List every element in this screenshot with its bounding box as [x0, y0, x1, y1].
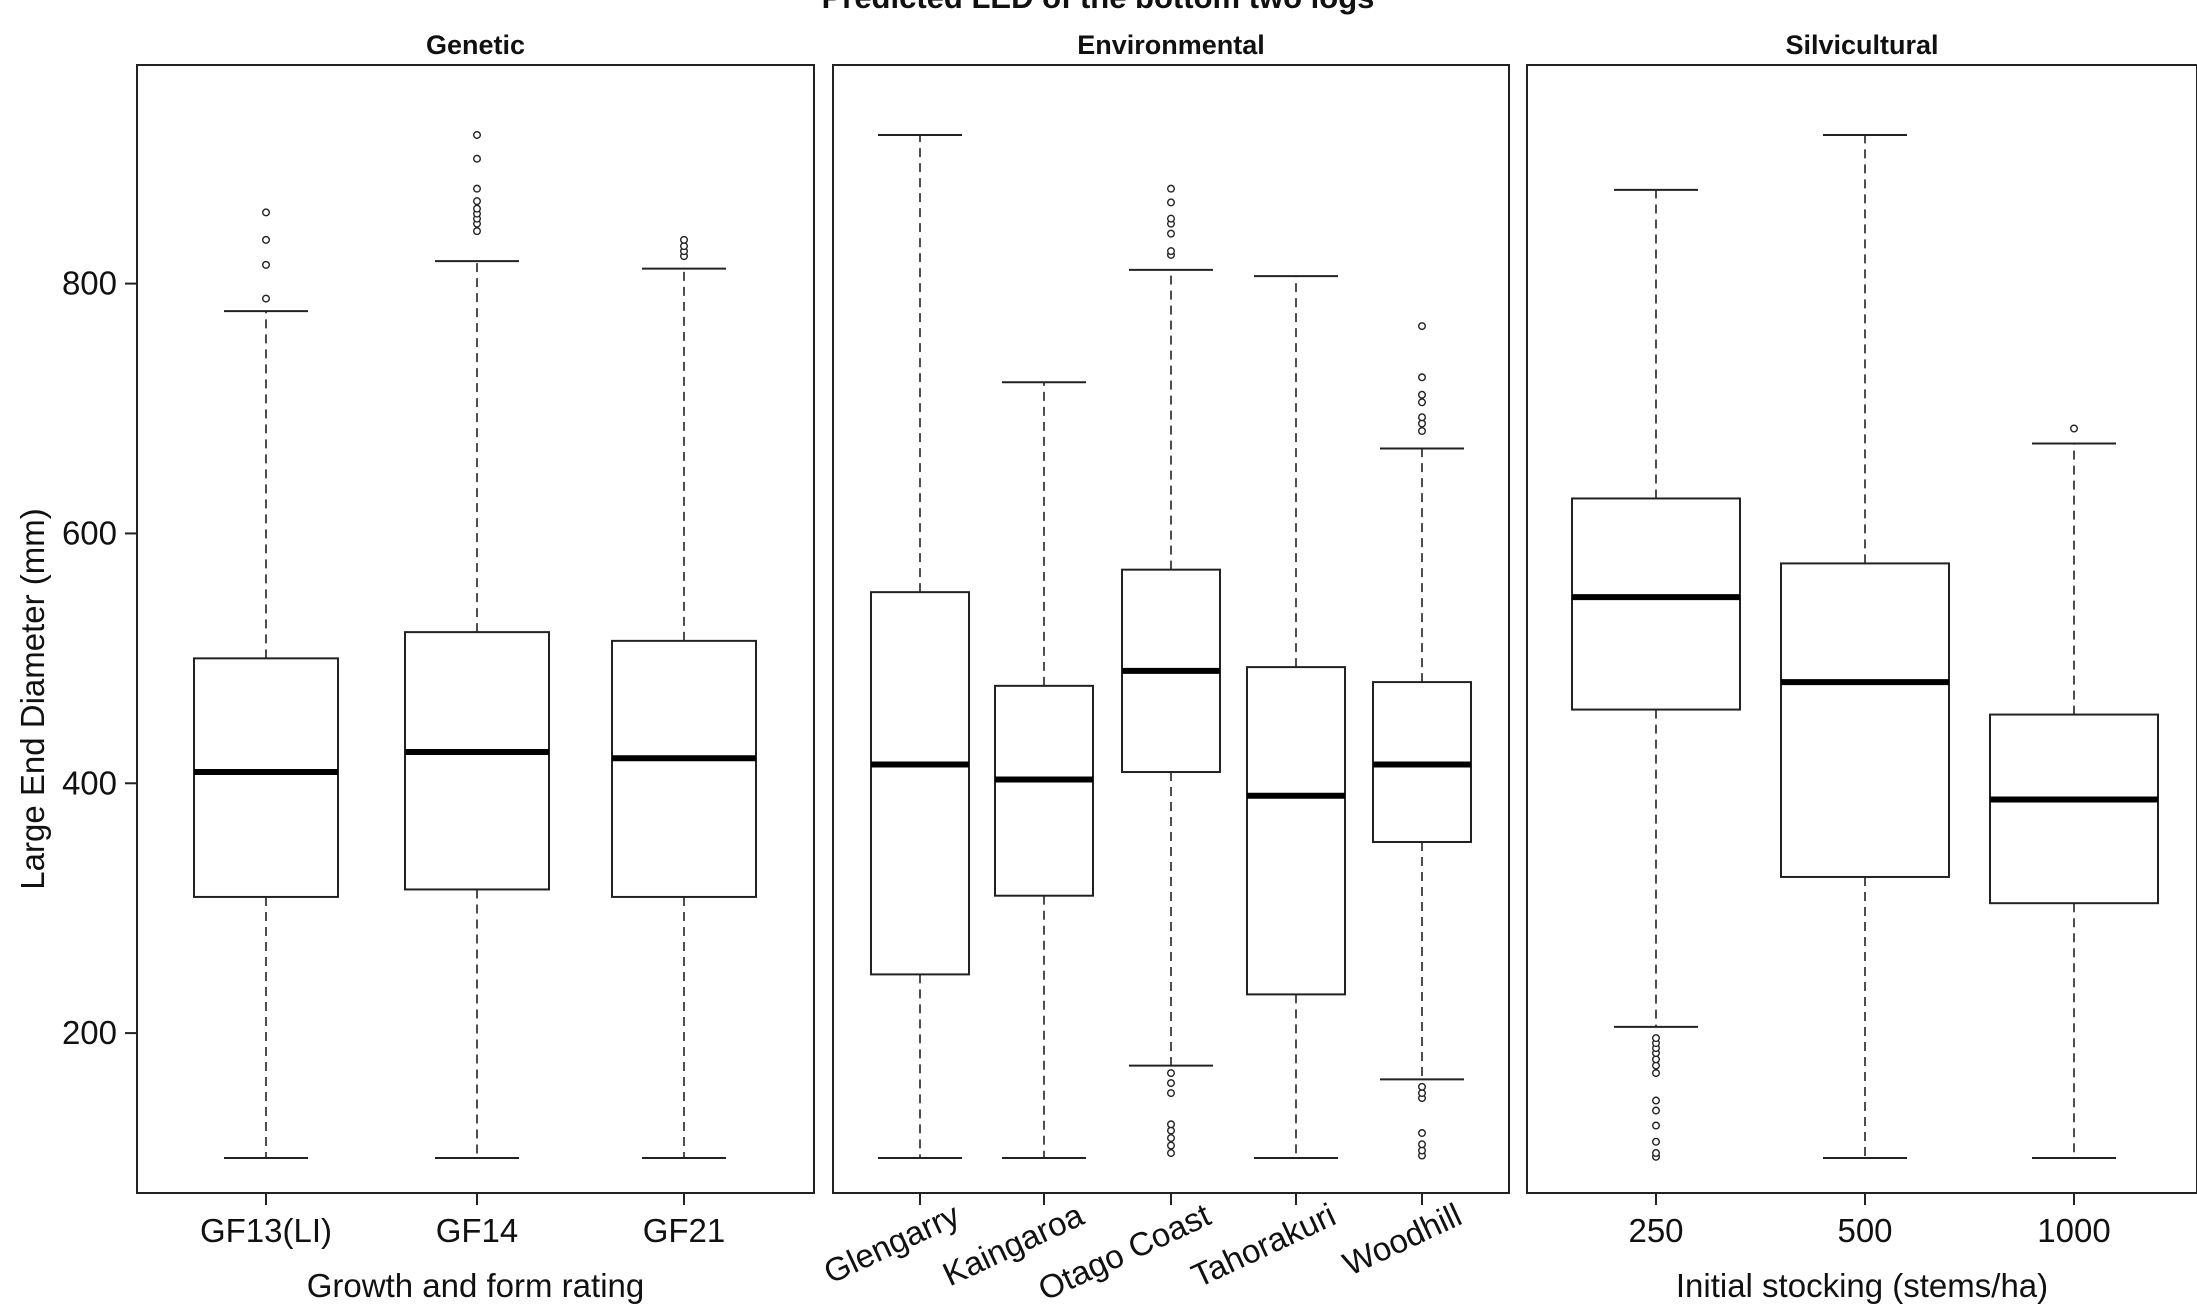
y-tick-label: 200 — [62, 1014, 117, 1051]
outlier-point — [1166, 1069, 1175, 1078]
x-tick-label: Woodhill — [1337, 1196, 1467, 1283]
x-axis-label: Initial stocking (stems/ha) — [1676, 1267, 2048, 1304]
outlier-point — [473, 130, 482, 139]
outlier-point — [1417, 413, 1426, 422]
outlier-point — [1166, 198, 1175, 207]
box-gf21 — [611, 235, 757, 1160]
box-iqr — [193, 657, 339, 898]
box-gf14 — [404, 130, 550, 1160]
box-iqr — [611, 639, 757, 898]
outlier-point — [1166, 247, 1175, 256]
outlier-point — [1651, 1096, 1660, 1105]
box-glengarry — [870, 133, 970, 1160]
outlier-point — [1166, 1149, 1175, 1158]
x-tick-label: Tahorakuri — [1186, 1196, 1341, 1295]
outlier-point — [473, 154, 482, 163]
outlier-point — [262, 235, 271, 244]
box-1000 — [1989, 424, 2159, 1160]
outlier-point — [473, 197, 482, 206]
box-iqr — [404, 631, 550, 891]
panel-silvicultural: Silvicultural 250 500 1000 Initial stocking … — [1526, 30, 2197, 1304]
outlier-point — [1417, 1082, 1426, 1091]
y-axis-label: Large End Diameter (mm) — [14, 508, 51, 889]
x-axis-label: Growth and form rating — [307, 1267, 644, 1304]
outlier-point — [473, 184, 482, 193]
box-iqr — [994, 684, 1094, 897]
box-250 — [1571, 188, 1741, 1161]
y-tick-label: 400 — [62, 764, 117, 801]
outlier-point — [1651, 1069, 1660, 1078]
x-tick-label: 250 — [1628, 1212, 1683, 1249]
outlier-point — [1417, 322, 1426, 331]
box-tahorakuri — [1246, 275, 1346, 1160]
outlier-point — [1651, 1121, 1660, 1130]
box-iqr — [1780, 562, 1950, 878]
x-tick-label: GF21 — [643, 1212, 726, 1249]
box-kaingaroa — [994, 381, 1094, 1160]
panel-frame — [136, 64, 815, 1194]
panel-genetic: Genetic 200 400 600 800 GF13(LI) GF14 GF21 Growt… — [62, 30, 815, 1304]
x-tick-label: Glengarry — [818, 1196, 965, 1291]
panel-frame — [1526, 64, 2197, 1194]
outlier-point — [262, 260, 271, 269]
panel-title: Silvicultural — [1785, 30, 1938, 60]
outlier-point — [1417, 1129, 1426, 1138]
outlier-point — [1166, 1120, 1175, 1129]
outlier-point — [473, 227, 482, 236]
x-tick-label: 500 — [1837, 1212, 1892, 1249]
box-500 — [1780, 133, 1950, 1160]
outlier-point — [1417, 390, 1426, 399]
outlier-point — [1417, 427, 1426, 436]
outlier-point — [473, 204, 482, 213]
outlier-point — [262, 294, 271, 303]
outlier-point — [1166, 1079, 1175, 1088]
x-tick-label: 1000 — [2037, 1212, 2110, 1249]
x-tick-label: GF13(LI) — [200, 1212, 332, 1249]
outlier-point — [1651, 1106, 1660, 1115]
outlier-point — [1166, 184, 1175, 193]
panel-title: Environmental — [1077, 30, 1265, 60]
chart-title: Predicted LED of the bottom two logs — [822, 0, 1375, 15]
outlier-point — [2069, 424, 2078, 433]
outlier-point — [1417, 1140, 1426, 1149]
outlier-point — [1166, 214, 1175, 223]
panel-title: Genetic — [426, 30, 525, 60]
x-tick-label: GF14 — [436, 1212, 519, 1249]
outlier-point — [1166, 1089, 1175, 1098]
outlier-point — [1417, 398, 1426, 407]
box-iqr — [1571, 497, 1741, 711]
outlier-point — [1166, 229, 1175, 238]
box-iqr — [1246, 666, 1346, 996]
box-gf13-li- — [193, 208, 339, 1160]
outlier-point — [1651, 1137, 1660, 1146]
outlier-point — [680, 235, 689, 244]
box-iqr — [870, 591, 970, 976]
box-woodhill — [1372, 322, 1472, 1160]
box-iqr — [1989, 713, 2159, 905]
outlier-point — [1166, 1134, 1175, 1143]
outlier-point — [1651, 1149, 1660, 1158]
y-tick-label: 800 — [62, 265, 117, 302]
y-tick-label: 600 — [62, 514, 117, 551]
outlier-point — [1651, 1034, 1660, 1043]
chart-panels: Genetic 200 400 600 800 GF13(LI) GF14 GF21 Growt… — [62, 30, 2197, 1308]
box-otago-coast — [1121, 184, 1221, 1158]
outlier-point — [262, 208, 271, 217]
outlier-point — [1417, 373, 1426, 382]
outlier-point — [1166, 1141, 1175, 1150]
